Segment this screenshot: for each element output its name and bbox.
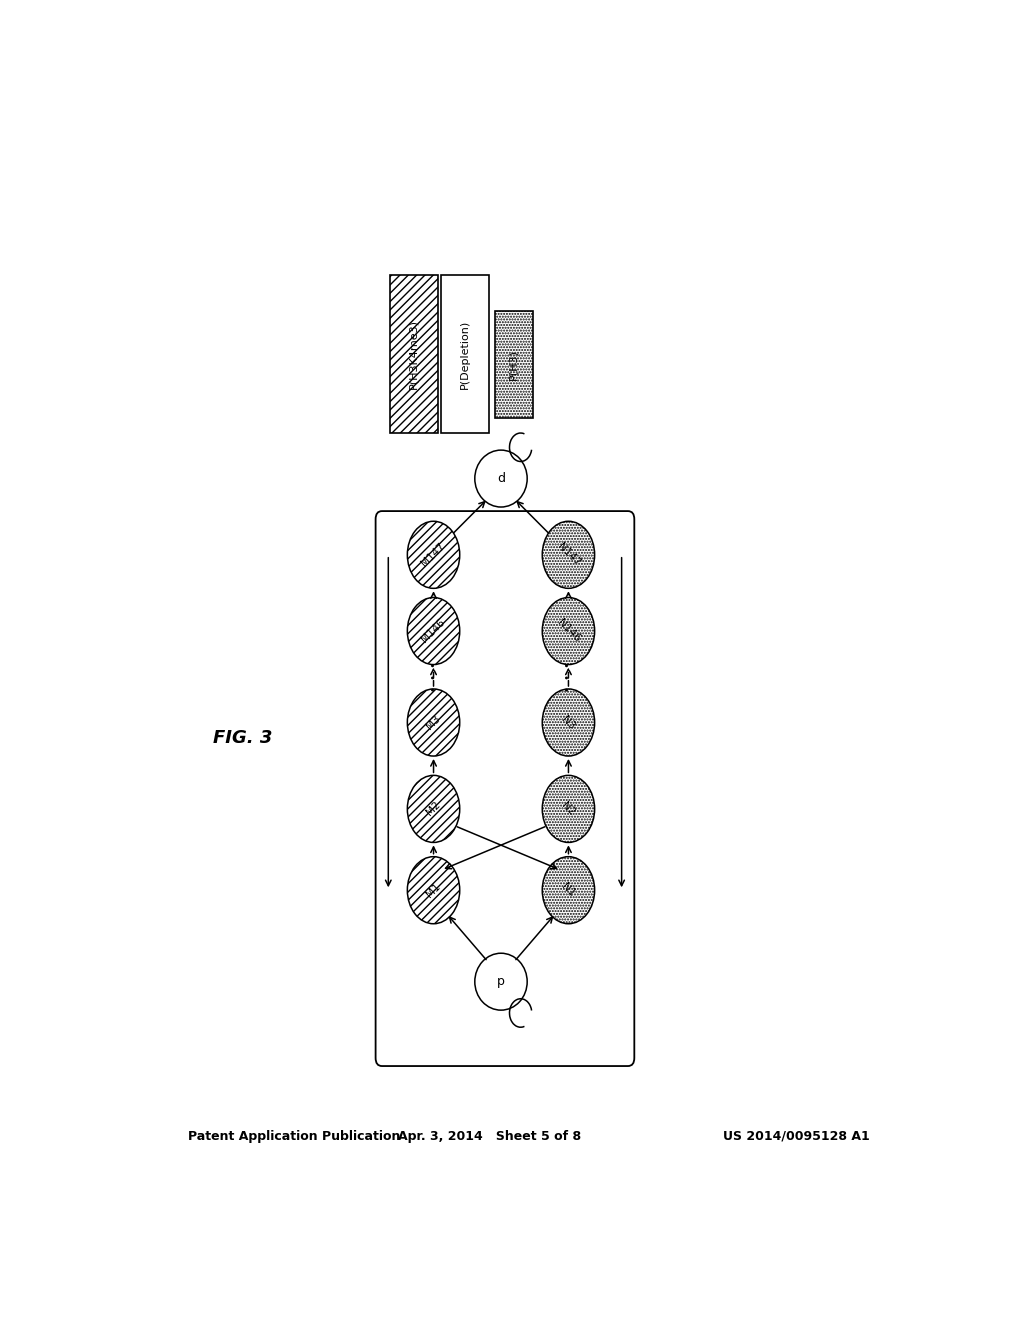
Ellipse shape: [543, 775, 595, 842]
Text: p: p: [497, 975, 505, 989]
Text: P(H3K4me3): P(H3K4me3): [409, 319, 419, 389]
Ellipse shape: [408, 598, 460, 664]
Ellipse shape: [475, 953, 527, 1010]
Ellipse shape: [408, 857, 460, 924]
Text: M1: M1: [425, 882, 442, 899]
Text: Apr. 3, 2014   Sheet 5 of 8: Apr. 3, 2014 Sheet 5 of 8: [397, 1130, 581, 1143]
Text: P(Depletion): P(Depletion): [460, 319, 470, 388]
Text: Patent Application Publication: Patent Application Publication: [187, 1130, 400, 1143]
Text: N146: N146: [555, 618, 582, 644]
Text: N147: N147: [555, 541, 582, 568]
Text: US 2014/0095128 A1: US 2014/0095128 A1: [723, 1130, 870, 1143]
Ellipse shape: [543, 689, 595, 756]
Text: M3: M3: [425, 714, 442, 731]
Ellipse shape: [408, 775, 460, 842]
Ellipse shape: [543, 857, 595, 924]
Text: •  •  •: • • •: [428, 661, 438, 692]
Text: M147: M147: [420, 541, 447, 569]
Text: M146: M146: [420, 618, 447, 644]
Ellipse shape: [408, 521, 460, 589]
Bar: [495, 312, 532, 417]
Text: P(H3): P(H3): [509, 348, 519, 380]
Text: N2: N2: [560, 800, 578, 817]
Text: N1: N1: [560, 882, 578, 899]
Bar: [441, 276, 489, 433]
Text: N3: N3: [560, 714, 578, 731]
FancyBboxPatch shape: [376, 511, 634, 1067]
Text: M2: M2: [425, 800, 442, 818]
Ellipse shape: [408, 689, 460, 756]
Bar: [390, 276, 437, 433]
Ellipse shape: [543, 521, 595, 589]
Text: d: d: [497, 473, 505, 484]
Text: •  •  •: • • •: [563, 661, 573, 692]
Text: FIG. 3: FIG. 3: [213, 729, 272, 747]
Ellipse shape: [543, 598, 595, 664]
Ellipse shape: [475, 450, 527, 507]
